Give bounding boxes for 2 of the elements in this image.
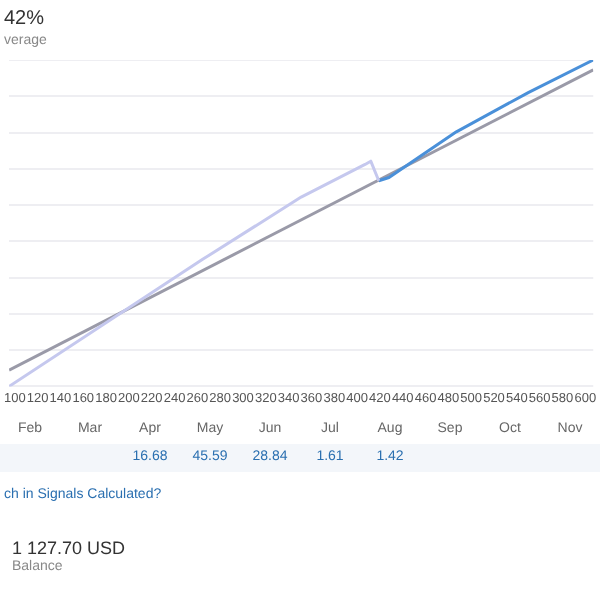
text: 42% (4, 8, 47, 30)
text: 1 127.70 USD (12, 538, 128, 558)
